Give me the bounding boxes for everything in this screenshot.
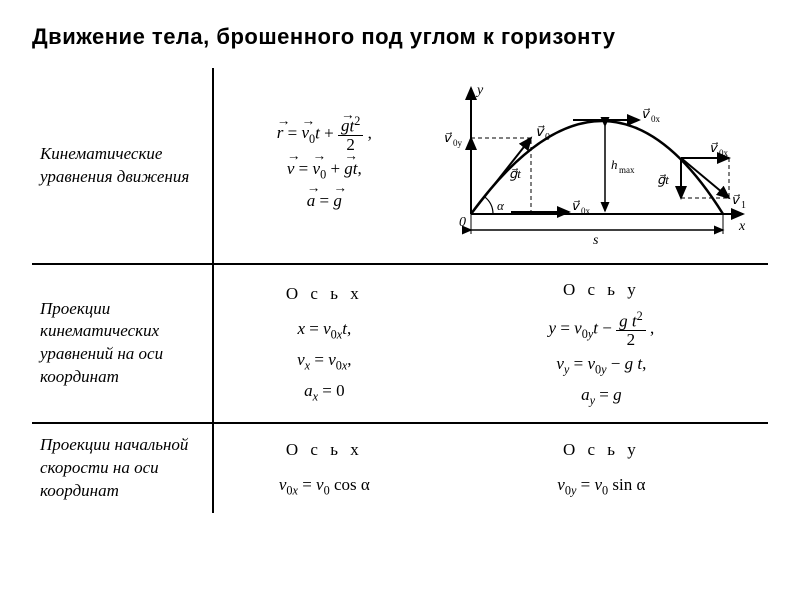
- row1-label: Кинемати­че­ские уравнения движения: [32, 68, 213, 264]
- row2-y: О с ь y y = v0yt − g t22 , vy = v0y − g …: [435, 264, 768, 423]
- svg-text:0: 0: [545, 132, 550, 143]
- svg-text:1: 1: [741, 200, 746, 211]
- svg-text:0y: 0y: [453, 138, 463, 148]
- page-title: Движение тела, брошенного под углом к го…: [32, 24, 768, 50]
- svg-text:g⃗t: g⃗t: [509, 166, 521, 181]
- row3-y: О с ь y v0y = v0 sin α: [435, 423, 768, 513]
- svg-text:v⃗: v⃗: [731, 192, 741, 207]
- svg-text:0: 0: [459, 215, 466, 230]
- svg-text:v⃗: v⃗: [571, 198, 581, 213]
- svg-text:s: s: [593, 233, 599, 248]
- svg-text:v⃗: v⃗: [641, 106, 651, 121]
- svg-text:v⃗: v⃗: [709, 140, 719, 155]
- row3-x: О с ь x v0x = v0 cos α: [213, 423, 435, 513]
- svg-text:g⃗t: g⃗t: [657, 172, 669, 187]
- svg-text:0x: 0x: [719, 148, 729, 158]
- svg-text:v⃗: v⃗: [443, 130, 453, 145]
- svg-text:v⃗: v⃗: [535, 125, 545, 140]
- row1-equations: r = v0t + gt22 , v = v0 + gt, a = g: [213, 68, 435, 264]
- diagram-cell: 0xyαv⃗0v⃗0yv⃗0xv⃗0xhmaxv⃗0xg⃗tv⃗1g⃗ts: [435, 68, 768, 264]
- svg-text:0x: 0x: [651, 114, 661, 124]
- svg-text:0x: 0x: [581, 206, 591, 216]
- trajectory-diagram: 0xyαv⃗0v⃗0yv⃗0xv⃗0xhmaxv⃗0xg⃗tv⃗1g⃗ts: [443, 78, 753, 248]
- formula-table: Кинемати­че­ские уравнения движения r = …: [32, 68, 768, 513]
- row3-label: Проекции начальной скорости на оси коорд…: [32, 423, 213, 513]
- svg-text:y: y: [475, 83, 484, 98]
- row2-x: О с ь x x = v0xt, vx = v0x, ax = 0: [213, 264, 435, 423]
- svg-text:α: α: [497, 198, 505, 213]
- svg-text:x: x: [738, 219, 746, 234]
- svg-text:max: max: [619, 165, 635, 175]
- svg-text:h: h: [611, 157, 618, 172]
- row2-label: Проекции кинематиче­ских уравнений на ос…: [32, 264, 213, 423]
